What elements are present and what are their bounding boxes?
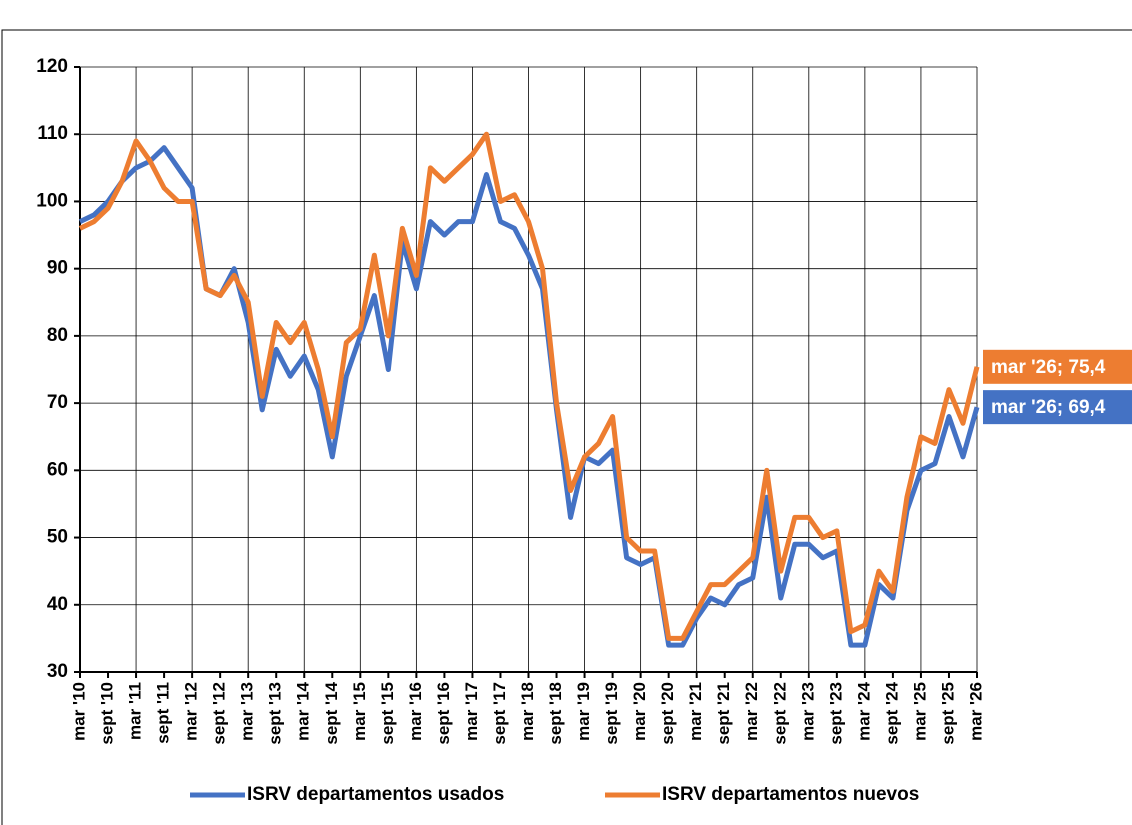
x-tick-label: sept '12 <box>210 682 229 745</box>
x-tick-label: mar '12 <box>182 682 201 741</box>
x-tick-label: sept '20 <box>658 682 677 745</box>
x-tick-label: sept '11 <box>154 682 173 744</box>
x-tick-label: mar '13 <box>238 682 257 741</box>
x-tick-label: sept '16 <box>434 682 453 745</box>
x-tick-label: mar '21 <box>686 682 705 741</box>
annotation-box <box>983 349 1132 384</box>
x-tick-label: sept '14 <box>322 681 341 744</box>
y-tick-label: 40 <box>47 594 68 615</box>
y-tick-label: 50 <box>47 527 68 548</box>
x-tick-label: mar '11 <box>126 682 145 740</box>
x-tick-label: mar '16 <box>406 682 425 741</box>
annotation-box <box>983 390 1132 425</box>
y-tick-label: 110 <box>37 123 68 144</box>
annotation-label: mar '26; 69,4 <box>991 397 1106 418</box>
y-tick-label: 100 <box>36 190 68 211</box>
x-tick-label: sept '19 <box>602 682 621 745</box>
x-tick-label: mar '22 <box>742 682 761 741</box>
x-tick-label: mar '20 <box>630 682 649 741</box>
x-tick-label: mar '15 <box>350 682 369 741</box>
x-tick-label: sept '23 <box>826 682 845 745</box>
annotation-label: mar '26; 75,4 <box>991 357 1106 378</box>
x-tick-label: sept '17 <box>490 682 509 745</box>
y-tick-label: 30 <box>47 661 68 682</box>
x-tick-label: sept '13 <box>266 682 285 745</box>
x-tick-label: mar '24 <box>854 681 873 740</box>
x-tick-label: mar '19 <box>574 682 593 741</box>
chart-frame <box>1 29 1132 825</box>
x-tick-label: sept '21 <box>714 682 733 745</box>
series-line <box>78 145 980 648</box>
x-tick-label: mar '23 <box>798 682 817 741</box>
x-tick-label: mar '10 <box>69 682 88 741</box>
x-tick-label: mar '14 <box>294 681 313 740</box>
x-tick-label: mar '18 <box>518 682 537 741</box>
x-tick-label: sept '25 <box>938 682 957 745</box>
x-tick-label: mar '17 <box>462 682 481 741</box>
series-line <box>78 131 980 641</box>
x-tick-label: sept '15 <box>378 682 397 745</box>
legend-label: ISRV departamentos nuevos <box>662 784 919 805</box>
y-tick-label: 60 <box>47 459 68 480</box>
y-tick-label: 70 <box>47 392 68 413</box>
x-tick-label: sept '24 <box>882 681 901 744</box>
x-tick-label: sept '22 <box>770 682 789 745</box>
x-tick-label: sept '10 <box>98 682 117 745</box>
y-tick-label: 120 <box>36 56 68 77</box>
x-tick-label: mar '25 <box>910 682 929 741</box>
x-tick-label: sept '18 <box>546 682 565 745</box>
y-tick-label: 80 <box>47 325 68 346</box>
x-tick-label: mar '26 <box>966 682 985 741</box>
legend-label: ISRV departamentos usados <box>247 784 504 805</box>
y-tick-label: 90 <box>47 258 68 279</box>
